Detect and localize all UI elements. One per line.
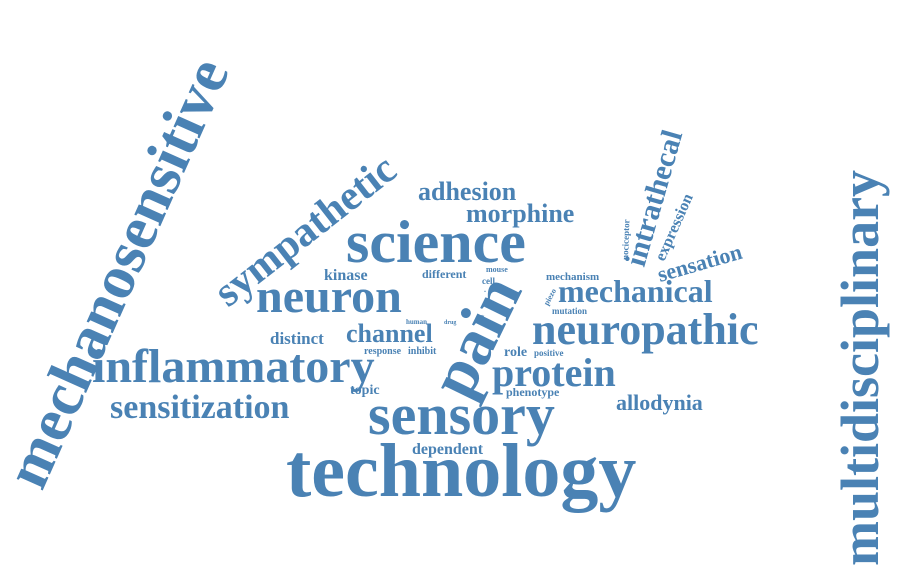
word-response: response	[364, 346, 402, 357]
word-mechanical: mechanical	[558, 273, 713, 309]
word-allodynia: allodynia	[616, 390, 703, 415]
word-protein: protein	[492, 350, 616, 395]
word-sensory: sensory	[368, 382, 555, 447]
word-piezo: piezo	[542, 287, 558, 307]
word-mechanism: mechanism	[546, 271, 599, 283]
word-adhesion: adhesion	[418, 177, 517, 206]
word-nociceptor: nociceptor	[620, 219, 631, 260]
word-channel: channel	[346, 319, 433, 348]
word-mechanosensitive: mechanosensitive	[0, 48, 243, 497]
word-distinct: distinct	[270, 329, 324, 348]
word-multidisciplinary: multidisciplinary	[830, 170, 890, 566]
word-dot: .	[484, 285, 486, 294]
word-phenotype: phenotype	[506, 385, 560, 399]
word-role: role	[504, 345, 527, 360]
word-topic: topic	[350, 383, 380, 398]
word-dependent: dependent	[412, 441, 484, 458]
word-positive: positive	[534, 348, 564, 358]
word-mutation: mutation	[552, 306, 587, 316]
word-cell: cell	[482, 276, 495, 286]
word-inflammatory: inflammatory	[92, 340, 375, 393]
word-drug: drug	[444, 320, 456, 326]
word-neuropathic: neuropathic	[532, 305, 759, 354]
word-kinase: kinase	[324, 267, 368, 284]
word-science: science	[346, 209, 526, 275]
word-heat: heat	[478, 314, 486, 325]
word-sensitization: sensitization	[110, 389, 290, 426]
word-inhibit: inhibit	[408, 346, 437, 357]
word-technology: technology	[286, 429, 636, 513]
word-morphine: morphine	[466, 199, 574, 228]
word-neuron: neuron	[256, 270, 402, 323]
word-different: different	[422, 267, 466, 281]
word-mouse: mouse	[486, 265, 508, 274]
word-human: human	[406, 318, 427, 326]
